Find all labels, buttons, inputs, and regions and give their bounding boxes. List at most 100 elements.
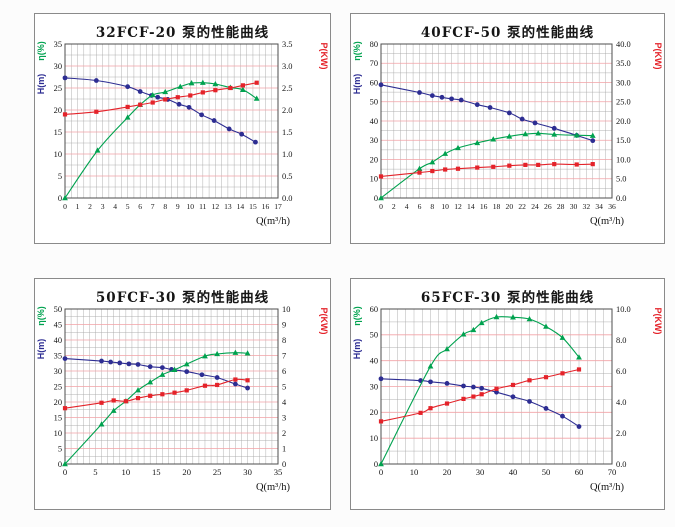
right-tick-label: 5 <box>282 382 286 391</box>
marker-head-H <box>487 105 493 110</box>
marker-efficiency-eta <box>232 349 239 355</box>
x-tick-label: 6 <box>138 202 142 211</box>
x-tick-label: 70 <box>608 467 617 477</box>
marker-efficiency-eta <box>188 80 195 86</box>
marker-head-H <box>576 424 582 429</box>
marker-power-P <box>215 382 220 388</box>
marker-power-P <box>471 394 476 399</box>
chart-canvas-65fcf-30: 0 10 20 30 40 50 60 70 0 10 20 30 40 50 60 0.0 2.0 4.0 6.0… <box>352 305 663 493</box>
marker-power-P <box>590 162 595 167</box>
left-tick-label: 50 <box>370 331 378 340</box>
left-tick-label: 0 <box>58 460 62 469</box>
marker-efficiency-eta <box>124 114 131 120</box>
right-tick-label: 8 <box>282 336 286 345</box>
right-tick-label: 0.0 <box>616 194 626 203</box>
left-tick-label: 0 <box>374 194 378 203</box>
marker-head-H <box>527 399 532 404</box>
head-axis-label: H(m) <box>36 74 46 95</box>
marker-efficiency-eta <box>490 136 497 142</box>
left-tick-label: 40 <box>54 336 62 345</box>
right-tick-label: 10 <box>282 305 290 314</box>
plot-border <box>380 43 613 199</box>
marker-power-P <box>455 166 461 171</box>
right-tick-label: 2.0 <box>616 429 626 438</box>
right-tick-label: 30.0 <box>616 78 631 87</box>
x-tick-label: 2 <box>88 202 92 211</box>
marker-power-P <box>536 162 541 167</box>
marker-power-P <box>527 378 532 383</box>
chart-title-40fcf-50: 40FCF-50 泵的性能曲线 <box>420 25 595 41</box>
marker-power-P <box>378 419 384 424</box>
marker-efficiency-eta <box>214 350 221 357</box>
marker-efficiency-eta <box>455 144 461 151</box>
x-tick-label: 9 <box>176 202 180 211</box>
marker-efficiency-eta <box>98 421 105 427</box>
marker-power-P <box>240 83 246 88</box>
x-tick-label: 12 <box>454 202 462 211</box>
x-axis-label: Q(m³/h) <box>256 482 291 493</box>
marker-efficiency-eta <box>253 95 260 101</box>
x-tick-label: 30 <box>476 467 485 477</box>
x-tick-label: 60 <box>575 467 584 477</box>
marker-power-P <box>200 90 205 95</box>
head-axis-label: H(m) <box>352 339 362 360</box>
marker-head-H <box>510 394 516 400</box>
left-tick-label: 25 <box>54 84 62 93</box>
left-tick-label: 10 <box>54 150 62 159</box>
marker-efficiency-eta <box>240 86 246 92</box>
marker-head-H <box>506 110 512 116</box>
marker-head-H <box>245 385 250 391</box>
marker-head-H <box>125 84 131 90</box>
marker-efficiency-eta <box>478 319 485 326</box>
marker-head-H <box>378 82 384 88</box>
x-tick-label: 20 <box>506 202 514 211</box>
x-tick-label: 25 <box>213 467 222 477</box>
left-tick-label: 20 <box>54 106 62 115</box>
marker-power-P <box>417 170 422 175</box>
marker-power-P <box>233 377 238 382</box>
right-tick-label: 10.0 <box>616 305 631 314</box>
x-tick-label: 16 <box>262 202 270 211</box>
x-tick-label: 16 <box>480 202 488 211</box>
marker-head-H <box>186 104 192 110</box>
marker-power-P <box>125 104 130 110</box>
marker-power-P <box>148 393 153 398</box>
x-axis-label: Q(m³/h) <box>256 216 291 227</box>
x-tick-label: 10 <box>186 202 194 211</box>
power-axis-label: P(KW) <box>653 308 663 335</box>
marker-efficiency-eta <box>110 407 117 413</box>
marker-efficiency-eta <box>444 345 450 352</box>
marker-power-P <box>99 400 104 405</box>
left-tick-label: 50 <box>370 98 378 107</box>
right-tick-label: 2 <box>282 429 286 438</box>
left-tick-label: 40 <box>370 117 378 126</box>
marker-efficiency-eta <box>149 91 156 98</box>
marker-head-H <box>444 381 450 386</box>
right-tick-label: 15.0 <box>616 136 631 145</box>
left-tick-label: 50 <box>54 305 62 314</box>
x-axis-label: Q(m³/h) <box>590 216 625 227</box>
marker-efficiency-eta <box>576 354 582 360</box>
marker-power-P <box>574 162 579 167</box>
x-tick-label: 28 <box>557 202 565 211</box>
x-tick-label: 4 <box>113 202 117 211</box>
marker-efficiency-eta <box>171 366 178 372</box>
x-tick-label: 10 <box>410 467 419 477</box>
marker-head-H <box>155 94 161 100</box>
marker-power-P <box>378 174 384 179</box>
left-tick-label: 20 <box>370 408 378 417</box>
x-tick-label: 40 <box>509 467 518 477</box>
x-tick-label: 35 <box>274 467 283 477</box>
left-tick-label: 10 <box>370 175 378 184</box>
right-tick-label: 3.5 <box>282 40 292 49</box>
x-axis-label: Q(m³/h) <box>590 482 625 493</box>
marker-power-P <box>245 378 250 383</box>
power-axis-label: P(KW) <box>653 43 663 70</box>
right-tick-label: 25.0 <box>616 98 631 107</box>
marker-power-P <box>62 112 68 117</box>
right-tick-label: 1.5 <box>282 128 292 137</box>
x-tick-label: 2 <box>392 202 396 211</box>
x-tick-label: 6 <box>418 202 422 211</box>
right-tick-label: 20.0 <box>616 117 631 126</box>
x-tick-label: 7 <box>151 202 155 211</box>
